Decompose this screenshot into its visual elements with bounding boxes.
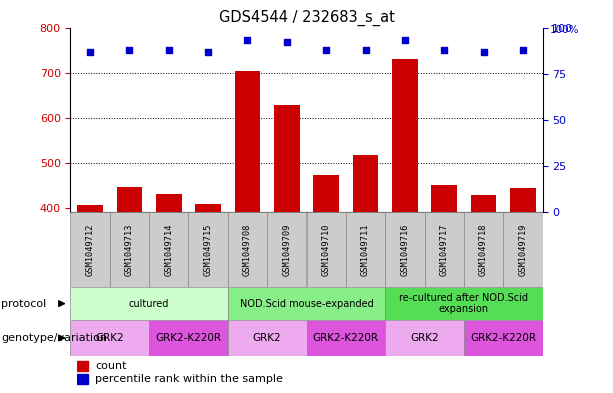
Bar xyxy=(156,194,181,388)
Text: GSM1049711: GSM1049711 xyxy=(361,223,370,276)
Text: GSM1049709: GSM1049709 xyxy=(283,223,291,276)
Bar xyxy=(77,374,88,384)
Text: GSM1049713: GSM1049713 xyxy=(125,223,134,276)
Text: cultured: cultured xyxy=(129,299,169,309)
Bar xyxy=(313,175,339,388)
Bar xyxy=(385,320,464,356)
Bar xyxy=(77,206,103,388)
Text: GSM1049716: GSM1049716 xyxy=(400,223,409,276)
Bar xyxy=(352,155,378,388)
Point xyxy=(360,46,370,53)
Bar xyxy=(228,320,306,356)
Text: genotype/variation: genotype/variation xyxy=(1,333,107,343)
Text: GSM1049719: GSM1049719 xyxy=(519,223,527,276)
Bar xyxy=(110,212,149,287)
Bar xyxy=(385,212,424,287)
Text: NOD.Scid mouse-expanded: NOD.Scid mouse-expanded xyxy=(240,299,373,309)
Bar xyxy=(503,212,543,287)
Bar xyxy=(149,212,189,287)
Bar xyxy=(70,320,149,356)
Bar xyxy=(510,188,536,388)
Point xyxy=(85,48,95,55)
Bar xyxy=(464,320,543,356)
Text: 100%: 100% xyxy=(549,25,579,35)
Bar xyxy=(346,212,385,287)
Bar xyxy=(189,212,228,287)
Point xyxy=(440,46,449,53)
Bar xyxy=(235,71,261,388)
Point xyxy=(243,37,253,44)
Point xyxy=(400,37,409,44)
Bar xyxy=(70,212,110,287)
Text: GRK2: GRK2 xyxy=(253,333,281,343)
Bar xyxy=(424,212,464,287)
Text: GRK2-K220R: GRK2-K220R xyxy=(313,333,379,343)
Bar xyxy=(392,59,417,388)
Bar xyxy=(149,320,228,356)
Text: percentile rank within the sample: percentile rank within the sample xyxy=(95,374,283,384)
Bar xyxy=(267,212,306,287)
Text: count: count xyxy=(95,361,127,371)
Text: GSM1049715: GSM1049715 xyxy=(204,223,213,276)
Title: GDS4544 / 232683_s_at: GDS4544 / 232683_s_at xyxy=(219,10,394,26)
Bar xyxy=(471,195,497,388)
Bar xyxy=(228,287,385,320)
Bar xyxy=(432,185,457,388)
Text: GRK2: GRK2 xyxy=(410,333,439,343)
Text: GSM1049714: GSM1049714 xyxy=(164,223,173,276)
Text: protocol: protocol xyxy=(1,299,47,309)
Bar xyxy=(464,212,503,287)
Bar xyxy=(196,204,221,388)
Point xyxy=(321,46,331,53)
Text: GSM1049708: GSM1049708 xyxy=(243,223,252,276)
Point xyxy=(204,48,213,55)
Text: GSM1049717: GSM1049717 xyxy=(440,223,449,276)
Text: GRK2-K220R: GRK2-K220R xyxy=(470,333,536,343)
Bar xyxy=(70,287,228,320)
Text: GSM1049718: GSM1049718 xyxy=(479,223,488,276)
Bar xyxy=(116,187,142,388)
Text: re-cultured after NOD.Scid
expansion: re-cultured after NOD.Scid expansion xyxy=(399,293,528,314)
Bar xyxy=(306,320,385,356)
Text: GSM1049712: GSM1049712 xyxy=(86,223,94,276)
Text: GSM1049710: GSM1049710 xyxy=(322,223,330,276)
Point xyxy=(479,48,489,55)
Bar xyxy=(306,212,346,287)
Point xyxy=(124,46,134,53)
Text: GRK2: GRK2 xyxy=(96,333,124,343)
Bar xyxy=(385,287,543,320)
Bar xyxy=(274,105,300,388)
Point xyxy=(282,39,292,46)
Bar xyxy=(77,361,88,371)
Point xyxy=(518,46,528,53)
Bar xyxy=(228,212,267,287)
Text: GRK2-K220R: GRK2-K220R xyxy=(156,333,221,343)
Point xyxy=(164,46,173,53)
